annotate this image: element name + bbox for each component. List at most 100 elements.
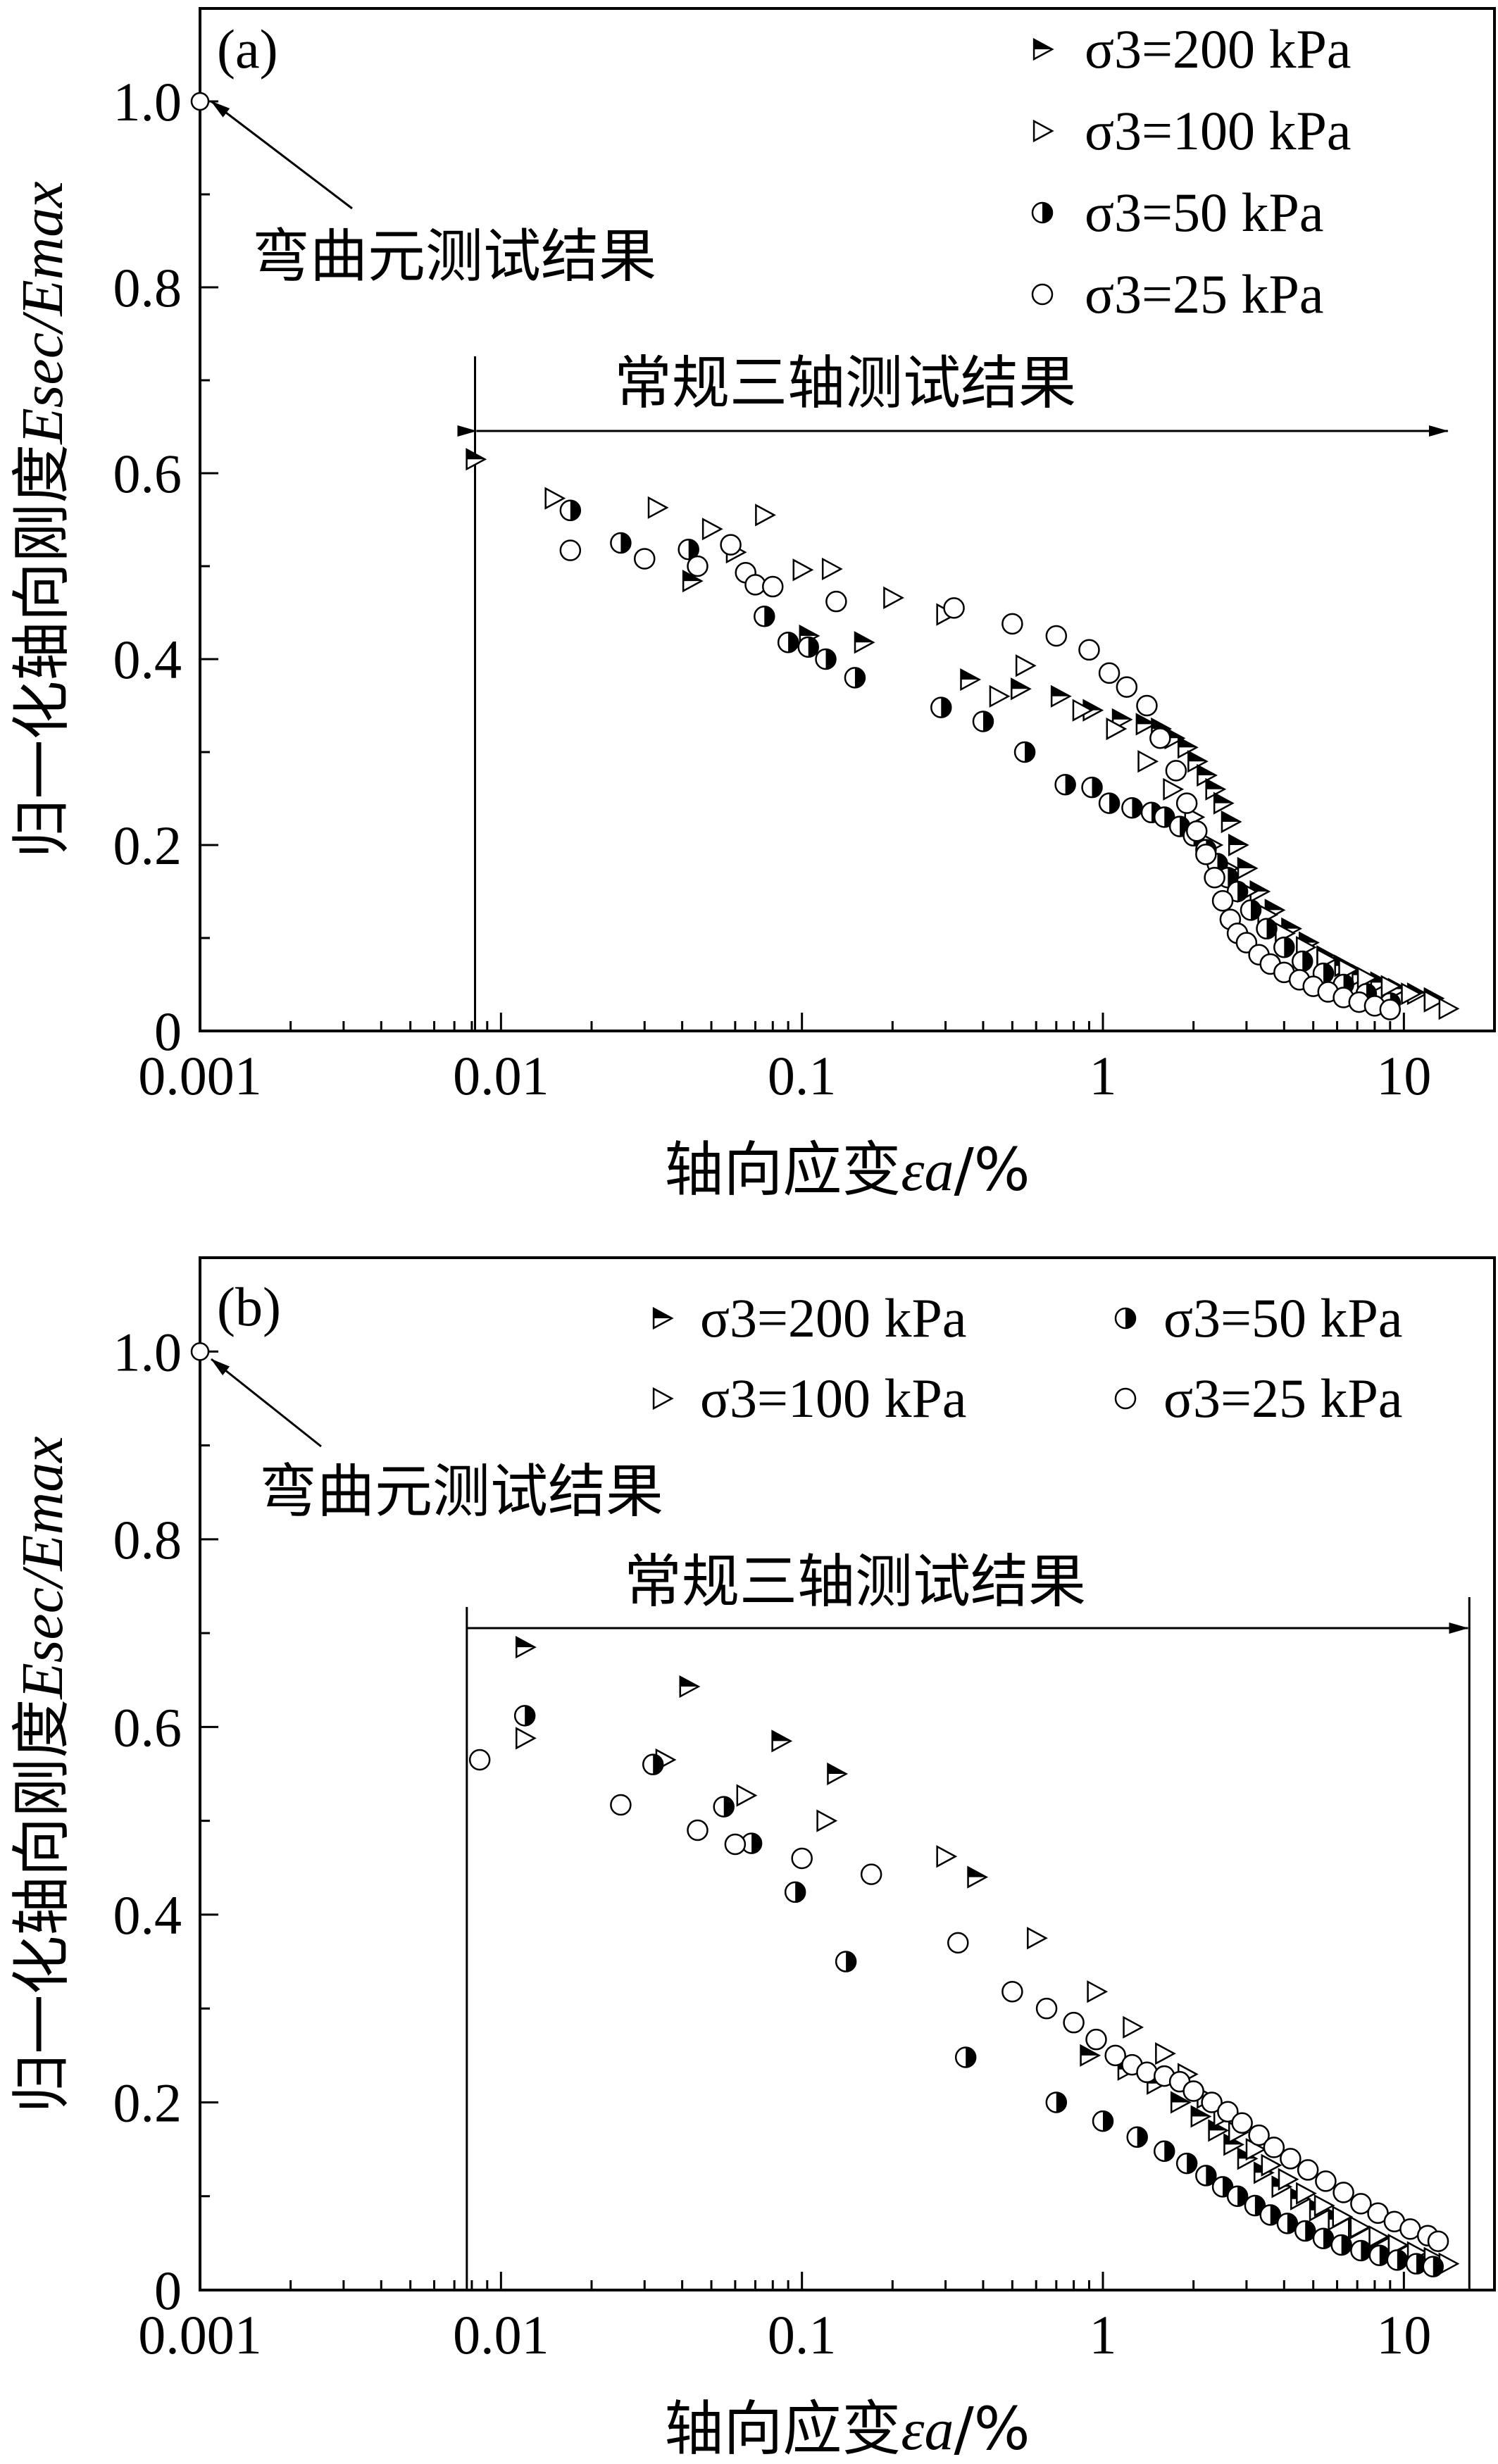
x-tick-label: 0.1: [768, 2304, 837, 2365]
data-point: [1137, 750, 1159, 773]
y-tick-label: 0.4: [113, 629, 182, 690]
data-point: [1015, 654, 1037, 677]
data-point: [1273, 936, 1295, 958]
legend-marker: [1031, 201, 1054, 224]
chart-panel-b: (b) 0.001 0.01 0.1 1 10 0 0.2 0.4 0.6 0.8 1.0 归一化…: [7, 1256, 1496, 2463]
legend-marker: [652, 1387, 674, 1411]
y-tick-labels-a: 0 0.2 0.4 0.6 0.8 1.0: [113, 71, 182, 1062]
legend-item-b-50: σ3=50 kPa: [1114, 1287, 1403, 1349]
data-point: [1175, 792, 1198, 814]
data-point: [1163, 777, 1185, 801]
legend-a: σ3=200 kPa σ3=100 kPa σ3=50 kPa σ3=25 kP…: [1031, 18, 1352, 325]
data-point: [1170, 2091, 1192, 2114]
y-tick-label: 0.8: [113, 1509, 182, 1570]
x-axis-unit-a: /%: [954, 1135, 1030, 1204]
data-point: [1380, 975, 1402, 998]
data-point: [468, 1749, 491, 1771]
series-1: [516, 1727, 1460, 2275]
data-point: [642, 1753, 664, 1775]
x-axis-title-b: 轴向应变εa/%: [664, 2394, 1030, 2463]
y-tick-label: 0.4: [113, 1884, 182, 1946]
data-point: [724, 1833, 747, 1856]
data-point: [1294, 2220, 1316, 2242]
x-axis-unit-b: /%: [954, 2394, 1030, 2463]
bender-arrow-a: [211, 100, 353, 210]
data-point: [544, 487, 566, 510]
data-point: [1330, 2234, 1352, 2256]
data-point: [740, 1832, 763, 1854]
data-point: [1136, 694, 1158, 717]
data-point: [967, 1865, 989, 1889]
data-point: [687, 1819, 709, 1841]
data-point: [1228, 833, 1249, 857]
data-point: [1226, 880, 1249, 903]
data-point: [1332, 2205, 1354, 2229]
data-point: [1350, 2193, 1372, 2215]
triaxial-annotation-b: 常规三轴测试结果: [624, 1549, 1086, 1615]
data-point: [1261, 2153, 1282, 2177]
x-tick-label: 0.01: [453, 1045, 549, 1106]
data-point: [1149, 727, 1171, 749]
x-tick-label: 0.01: [453, 2304, 549, 2365]
triaxial-annotation-a: 常规三轴测试结果: [614, 350, 1076, 417]
data-point: [1078, 639, 1100, 661]
data-point: [559, 499, 582, 522]
data-point: [883, 586, 904, 609]
legend-marker: [1032, 119, 1054, 143]
legend-marker-shape: [652, 1306, 674, 1330]
legend-marker-shape: [1031, 283, 1054, 306]
data-point: [610, 532, 632, 554]
data-point: [825, 590, 847, 613]
data-point: [610, 1794, 632, 1816]
data-point: [754, 606, 775, 627]
y-tick-label: 0: [154, 2260, 182, 2321]
data-point: [1050, 684, 1072, 708]
x-tick-label: 10: [1376, 1045, 1431, 1106]
data-point: [1350, 2239, 1372, 2262]
data-points-b: [190, 1342, 1460, 2277]
data-point: [647, 496, 669, 519]
data-point: [1356, 966, 1378, 989]
bender-element-point: [190, 1342, 210, 1361]
y-tick-label: 1.0: [113, 1321, 182, 1382]
data-point: [736, 1784, 758, 1807]
data-point: [954, 2046, 977, 2068]
data-point: [1195, 843, 1217, 865]
data-point: [720, 534, 742, 556]
data-point: [1231, 2112, 1253, 2134]
bender-annotation-b: 弯曲元测试结果: [259, 1458, 663, 1525]
data-point: [682, 570, 704, 593]
data-point: [1045, 2091, 1068, 2113]
data-point: [1423, 989, 1445, 1013]
series-2: [513, 1705, 1444, 2277]
legend-label-a-50: σ3=50 kPa: [1085, 182, 1324, 243]
data-point: [1438, 997, 1460, 1020]
data-point: [947, 1932, 969, 1954]
legend-item-a-25: σ3=25 kPa: [1031, 263, 1324, 325]
data-point: [1092, 2110, 1114, 2132]
data-point: [1126, 2126, 1148, 2149]
data-point: [713, 1796, 735, 1818]
data-point: [1312, 2227, 1335, 2249]
data-point: [1237, 856, 1259, 880]
data-point: [1153, 2140, 1175, 2163]
data-point: [797, 636, 819, 658]
y-axis-label-a: 归一化轴向刚度: [7, 444, 76, 858]
y-tick-label: 0: [154, 1001, 182, 1062]
data-point: [1001, 613, 1023, 635]
legend-marker-shape: [1031, 201, 1054, 224]
data-point: [1315, 2170, 1337, 2192]
data-point: [792, 558, 814, 582]
legend-item-b-100: σ3=100 kPa: [652, 1368, 967, 1429]
data-point: [678, 538, 699, 561]
legend-marker: [1031, 283, 1054, 306]
data-point: [559, 539, 582, 561]
bender-annotation-a: 弯曲元测试结果: [252, 223, 656, 290]
data-point: [516, 1635, 537, 1659]
data-point: [1386, 2249, 1409, 2271]
legend-marker-shape: [1032, 37, 1054, 61]
legend-marker: [1114, 1307, 1137, 1330]
panel-label-a: (a): [217, 18, 278, 80]
data-point: [960, 668, 982, 692]
